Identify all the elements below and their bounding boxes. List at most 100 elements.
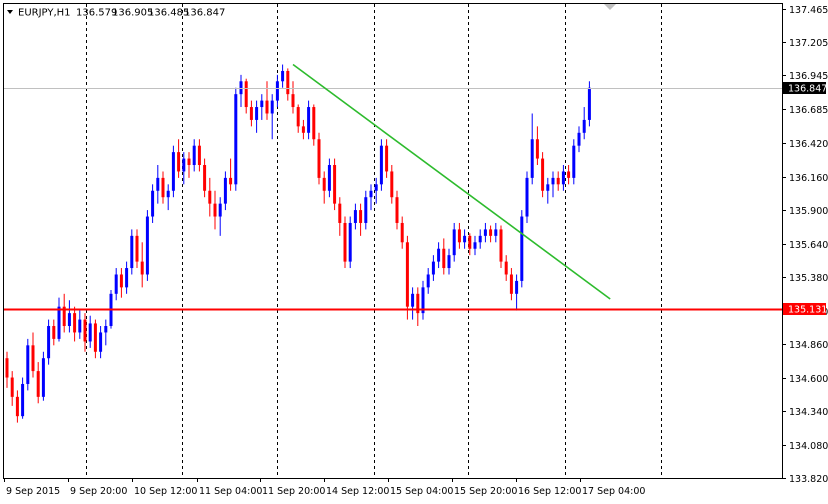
candle-body (171, 152, 175, 191)
candle-body (151, 190, 155, 217)
time-tick-label: 17 Sep 04:00 (582, 486, 645, 497)
candle-body (83, 319, 87, 342)
candle (145, 210, 149, 281)
price-axis[interactable]: 137.465 137.205 136.945 136.685 136.420 136.1… (782, 5, 828, 485)
candle-body (307, 107, 311, 133)
candle (348, 216, 352, 269)
candle (26, 338, 30, 391)
candle (561, 165, 565, 191)
candle-body (249, 107, 253, 120)
time-tick-label: 9 Sep 2015 (6, 486, 60, 497)
candle-body (374, 184, 378, 191)
candle-body (140, 261, 144, 275)
symbol-menu-triangle-icon[interactable] (7, 10, 13, 14)
candle-body (296, 107, 300, 127)
candle-body (156, 177, 160, 191)
candle (541, 152, 545, 198)
candle (546, 177, 550, 204)
price-tick-label: 134.860 (789, 340, 828, 351)
candle-body (463, 235, 467, 243)
candle-body (442, 248, 446, 269)
plot-area[interactable] (3, 3, 783, 479)
candle (281, 64, 285, 88)
candle-body (88, 323, 92, 342)
candle-body (130, 235, 134, 269)
candle (457, 222, 461, 249)
candle-body (275, 81, 279, 101)
candle (478, 229, 482, 249)
candle-body (535, 139, 539, 159)
time-tick-label: 11 Sep 04:00 (199, 486, 262, 497)
candle (255, 100, 259, 133)
candle-body (218, 203, 222, 217)
candle (36, 362, 40, 404)
candle (192, 139, 196, 172)
candle-body (478, 235, 482, 243)
candle (567, 165, 571, 185)
time-axis[interactable]: 9 Sep 2015 9 Sep 20:00 10 Sep 12:00 11 Sep … (4, 478, 646, 497)
candle-body (125, 268, 129, 288)
candle (452, 222, 456, 262)
candle (489, 225, 493, 243)
candle-body (473, 242, 477, 249)
candle-body (229, 177, 233, 185)
candle (463, 229, 467, 249)
candle (369, 184, 373, 211)
candle-body (192, 145, 196, 166)
candle-body (400, 222, 404, 243)
candle-body (385, 145, 389, 172)
candle-body (577, 132, 581, 146)
candle (333, 158, 337, 211)
candle-body (255, 107, 259, 120)
bid-price-label-bg (783, 82, 826, 94)
candle-body (530, 139, 534, 178)
candle-body (359, 210, 363, 223)
candle-body (515, 280, 519, 294)
candle (411, 287, 415, 320)
open-value: 136.579 (76, 8, 117, 19)
candle (197, 139, 201, 172)
candle-body (561, 171, 565, 185)
candle (421, 280, 425, 320)
candle-body (31, 345, 35, 372)
support-price-label-bg (783, 303, 826, 315)
candle (156, 165, 160, 204)
candle (364, 190, 368, 230)
candle-body (234, 94, 238, 185)
candle-body (270, 100, 274, 114)
price-tick-label: 135.640 (789, 240, 828, 251)
candle (161, 171, 165, 204)
candle (400, 216, 404, 249)
candle-body (161, 177, 165, 198)
chart-shift-marker-icon[interactable] (604, 4, 616, 10)
candle-body (135, 235, 139, 262)
drawn-objects (4, 63, 782, 311)
candle (223, 171, 227, 211)
candle (572, 139, 576, 185)
support-price-label: 135.131 (788, 305, 827, 316)
candle-body (520, 216, 524, 281)
candle-body (551, 177, 555, 185)
candle-body (322, 177, 326, 191)
price-tick-label: 135.380 (789, 273, 828, 284)
candle-body (452, 229, 456, 256)
candle-body (301, 126, 305, 133)
candle (151, 184, 155, 223)
candle-body (556, 177, 560, 185)
candle-body (421, 287, 425, 314)
candle (275, 74, 279, 108)
candle (431, 255, 435, 281)
candle (291, 81, 295, 114)
candle (379, 139, 383, 191)
candle (140, 242, 144, 288)
candle-body (67, 313, 71, 327)
candle (535, 126, 539, 166)
candle-body (468, 235, 472, 249)
candle (296, 104, 300, 133)
high-value: 136.905 (112, 8, 153, 19)
trend-line[interactable] (292, 63, 611, 300)
candle (234, 87, 238, 191)
candle (114, 268, 118, 301)
